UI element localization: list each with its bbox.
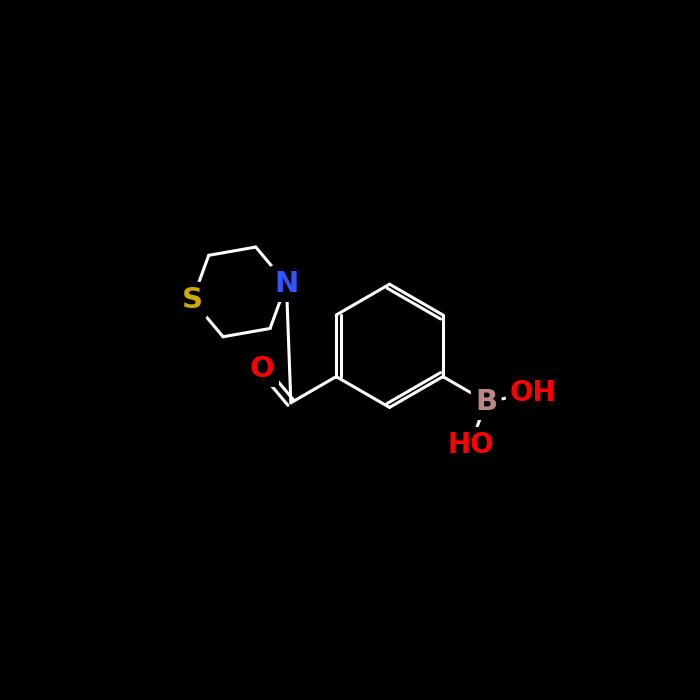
Text: O: O [250,355,274,383]
Text: B: B [475,388,497,416]
Text: OH: OH [510,379,556,407]
Text: HO: HO [447,431,494,459]
Text: O: O [250,355,274,383]
Text: N: N [274,270,298,298]
Text: S: S [182,286,203,314]
